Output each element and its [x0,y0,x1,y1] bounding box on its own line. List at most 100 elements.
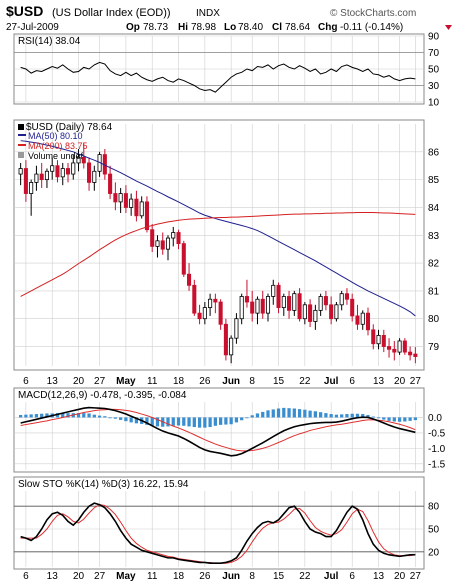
candle-body [397,340,402,353]
macd-histogram-bar [313,411,317,418]
ma50-line [20,140,416,317]
macd-histogram-bar [266,410,270,418]
macd-y-tick: -0.5 [428,428,446,439]
macd-histogram-bar [324,413,328,418]
macd-histogram-bar [334,414,339,418]
x-tick-label-price: 13 [47,376,59,387]
x-tick-label-price: 13 [373,376,385,387]
ma200-legend: MA(200) 83.75 [28,141,88,151]
candle-body [339,293,344,306]
candle-body [360,312,365,325]
x-tick-label-price: 27 [94,376,106,387]
x-tick-label-sto: 27 [94,571,106,582]
sto-k-line [20,502,416,565]
candle-body [139,201,144,217]
candle-body [408,351,413,356]
candle-body [192,284,197,314]
candle-body [329,304,334,320]
candle-body [118,193,123,203]
x-tick-label-price: 8 [249,376,255,387]
macd-histogram-bar [24,414,28,418]
macd-histogram-bar [213,417,217,426]
candle-body [50,165,55,172]
macd-title: MACD(12,26,9) -0.478, -0.395, -0.084 [18,390,187,401]
macd-histogram-bar [403,417,407,422]
x-tick-label-price: 18 [173,376,185,387]
rsi-y-tick: 70 [428,48,440,59]
price-y-tick: 83 [428,231,440,242]
hi-label: Hi [178,22,188,33]
candle-body [71,162,76,175]
macd-histogram-bar [219,417,223,425]
macd-histogram-bar [240,417,244,421]
price-y-tick: 82 [428,259,440,270]
macd-panel-frame [13,387,425,473]
x-tick-label-sto: 11 [147,571,158,582]
macd-histogram-bar [408,417,412,421]
x-tick-label-sto: 6 [23,571,29,582]
macd-histogram-bar [150,417,154,426]
macd-histogram-bar [66,413,70,418]
lo-label: Lo [224,22,236,33]
macd-histogram-bar [87,413,91,418]
candle-body [308,304,313,322]
candle-body [223,323,228,356]
cl-label: Cl [272,22,282,33]
candle-body [302,304,307,320]
macd-histogram-bar [319,412,323,418]
candle-body [376,335,381,345]
rsi-y-tick: 50 [428,65,440,76]
change-down-arrow-icon [445,25,452,30]
candle-body [313,309,318,322]
macd-histogram-bar [271,409,275,418]
candle-body [250,301,255,314]
macd-line [20,406,416,457]
chg-value: -0.11 (-0.14%) [340,22,403,33]
macd-histogram-bar [397,417,402,422]
price-title: $USD (Daily) 78.64 [26,122,113,133]
price-y-tick: 84 [428,203,440,214]
candle-body [34,173,39,183]
sto-panel-frame [13,476,425,570]
candle-body [44,170,49,181]
x-tick-label-sto: 20 [394,571,406,582]
macd-histogram-bar [361,414,365,418]
x-tick-label-sto: 6 [349,571,355,582]
x-tick-label-price: 20 [73,376,85,387]
macd-histogram-bar [55,413,60,418]
x-tick-label-price: 6 [23,376,29,387]
macd-signal-line [20,408,416,452]
macd-title-text: MACD(12,26,9) -0.478, -0.395, -0.084 [18,390,187,401]
ma50-legend-swatch [18,134,26,136]
candle-body [281,296,286,308]
sto-y-tick: 80 [428,502,440,513]
macd-histogram-bar [82,413,86,418]
macd-histogram-bar [245,417,249,419]
labels-layer: 6 6 13 13 20 20 27 27 May May 11 11 18 18 26 26 Jun Jun 8 8… [23,32,446,583]
macd-histogram-bar [134,417,139,424]
candle-body [255,298,260,314]
candle-body [165,237,171,250]
macd-histogram-bar [382,417,386,420]
candle-body [260,298,265,314]
macd-histogram-bar [166,417,170,427]
x-tick-label-sto: 26 [199,571,211,582]
x-tick-label-sto: 20 [73,571,85,582]
watermark: © StockCharts.com [330,8,416,19]
x-tick-label-sto: 27 [410,571,422,582]
macd-histogram-bar [345,414,349,418]
candle-body [87,162,92,183]
macd-histogram-bar [119,417,123,420]
candle-body [134,198,139,217]
candle-body [218,301,223,325]
candle-body [381,335,386,347]
candle-body [76,156,81,164]
candle-body [108,173,113,194]
macd-histogram-bar [34,414,39,418]
candle-body [350,298,355,317]
candle-body [176,232,181,245]
x-tick-label-sto: 15 [273,571,285,582]
ma200-line [20,211,416,297]
candle-body [181,243,186,275]
